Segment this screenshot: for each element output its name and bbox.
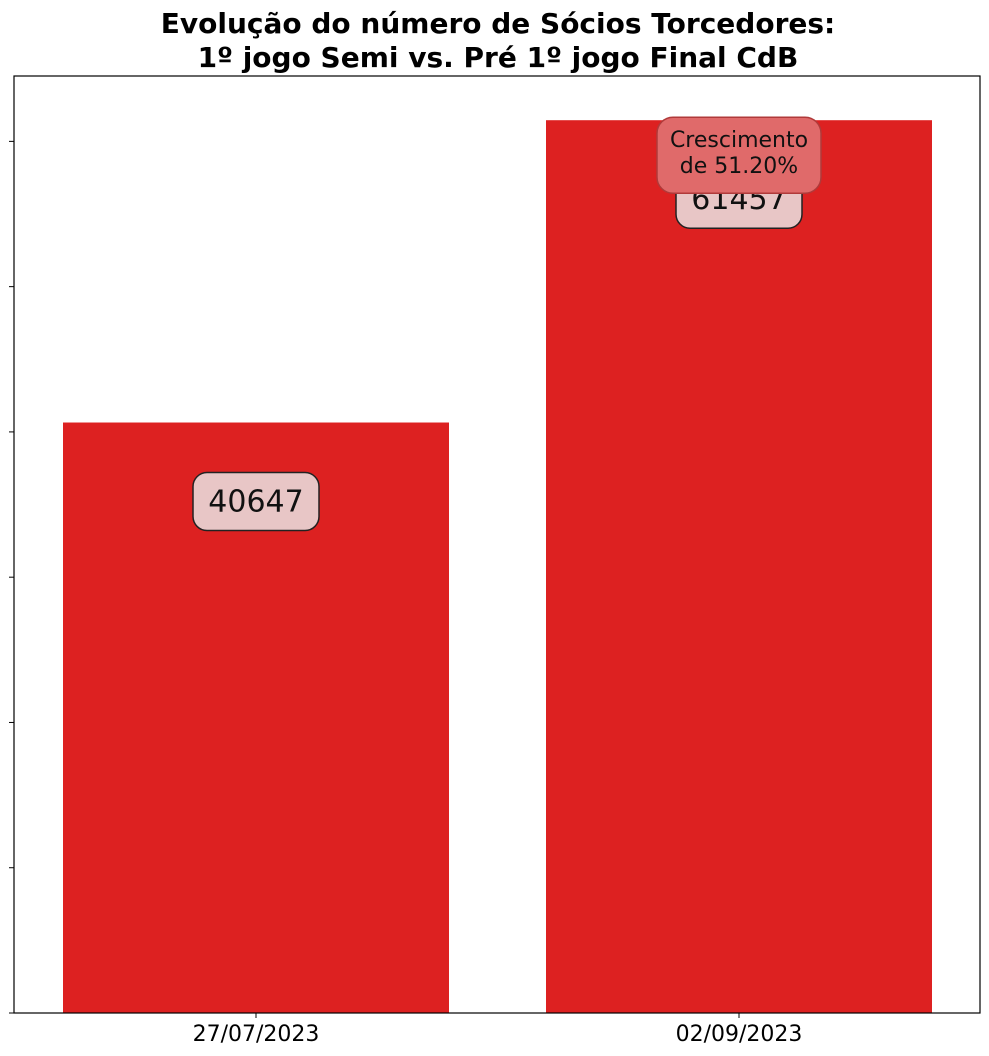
chart-title-line-1: Evolução do número de Sócios Torcedores: [161,7,835,40]
growth-annotation-line: de 51.20% [680,154,798,179]
plot-area: 27/07/2023 02/09/20234064761457Cresciment… [9,75,981,1047]
chart-title-line-2: 1º jogo Semi vs. Pré 1º jogo Final CdB [198,41,799,74]
value-label-box [192,471,320,532]
bar [546,120,932,1014]
plot-frame [13,75,981,1014]
value-label: 40647 [208,485,303,520]
growth-annotation-line: Crescimento [670,128,808,153]
x-tick-label: 02/09/2023 [676,1022,803,1047]
x-tick-label: 27/07/2023 [193,1022,320,1047]
growth-annotation-box [656,116,822,194]
